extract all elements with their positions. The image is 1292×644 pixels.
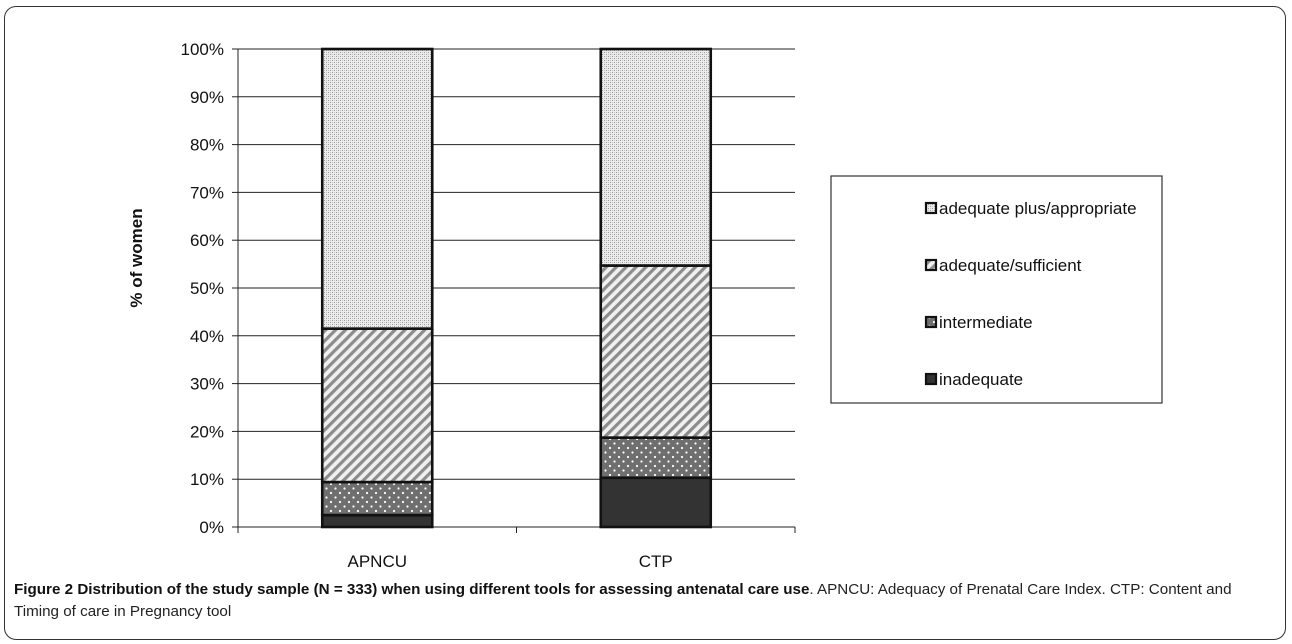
legend-box (830, 175, 1163, 404)
y-tick-label: 10% (190, 470, 224, 489)
y-tick-label: 90% (190, 88, 224, 107)
legend-swatch (924, 201, 938, 215)
bars (320, 47, 713, 529)
figure-frame (4, 6, 1286, 640)
caption-title: Figure 2 Distribution of the study sampl… (14, 581, 809, 598)
bar-segment-intermediate (320, 480, 434, 517)
legend-label: inadequate (939, 370, 1023, 389)
y-tick-label: 0% (199, 518, 224, 537)
y-tick-label: 20% (190, 422, 224, 441)
legend: adequate plus/appropriate adequate/suffic… (830, 175, 1163, 404)
y-tick-label: 100% (181, 40, 224, 59)
y-axis-title: % of women (127, 208, 146, 307)
y-tick-label: 50% (190, 279, 224, 298)
legend-label: adequate plus/appropriate (939, 199, 1137, 218)
bar-segment-inadequate (599, 476, 713, 529)
caption-label: Figure 2 (14, 581, 74, 598)
y-tick-label: 60% (190, 231, 224, 250)
stacked-bar-chart: % of women 0% 10% 20% 30% 40% 50% 60% 70% 80% 90%… (127, 40, 1163, 571)
caption-text: . APNCU: Adequacy of Prenatal Care Index… (14, 581, 1232, 620)
legend-label: intermediate (939, 313, 1033, 332)
bar-segment-adequate-sufficient (320, 327, 434, 484)
legend-swatch (924, 372, 938, 386)
bar-segment-inadequate (320, 513, 434, 529)
caption-title-text: Distribution of the study sample (N = 33… (77, 581, 810, 598)
y-tick-label: 30% (190, 375, 224, 394)
legend-swatch (924, 258, 938, 272)
bar-segment-intermediate (599, 436, 713, 480)
y-tick-label: 40% (190, 327, 224, 346)
bar-segment-adequate-plus-appropriate (320, 47, 434, 330)
bar-segment-adequate-sufficient (599, 264, 713, 439)
x-tick-label: APNCU (347, 552, 407, 571)
y-tick-label: 80% (190, 136, 224, 155)
axis-labels: % of women 0% 10% 20% 30% 40% 50% 60% 70% 80% 90%… (127, 40, 673, 571)
x-tick-label: CTP (639, 552, 673, 571)
bar-segment-adequate-plus-appropriate (599, 47, 713, 267)
figure-caption: Figure 2 Distribution of the study sampl… (14, 579, 1276, 623)
y-tick-label: 70% (190, 183, 224, 202)
legend-swatch (924, 315, 938, 329)
legend-label: adequate/sufficient (939, 256, 1082, 275)
